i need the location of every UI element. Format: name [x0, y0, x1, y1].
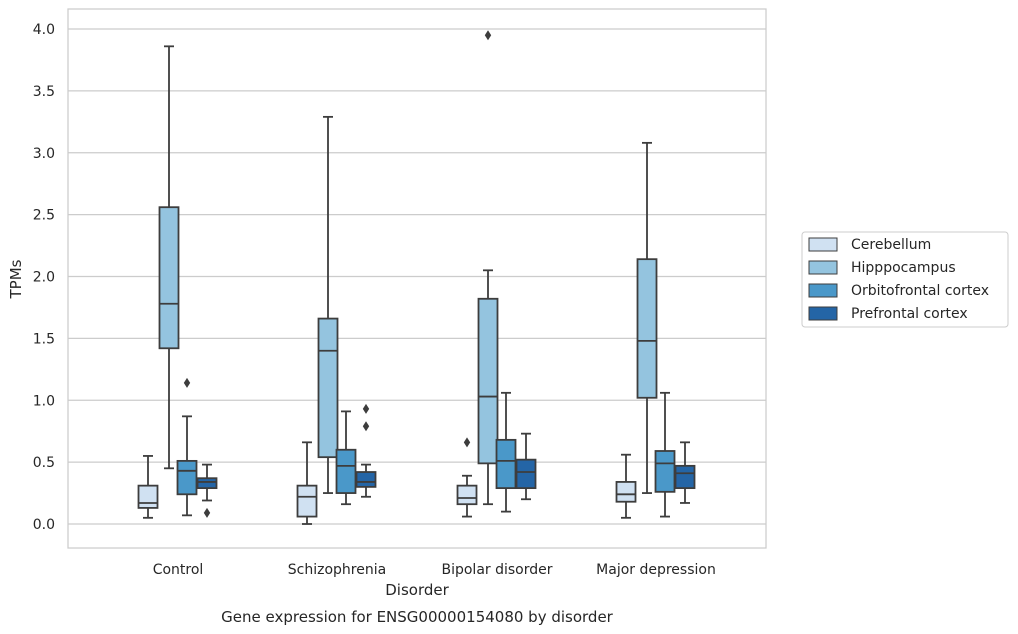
box-0-0 — [137, 455, 159, 519]
box-body — [196, 477, 218, 490]
box-3-3 — [674, 441, 696, 504]
chart-caption: Gene expression for ENSG00000154080 by d… — [221, 608, 614, 626]
box-body — [654, 450, 676, 493]
box-0-3 — [615, 453, 637, 519]
box-body — [636, 258, 658, 399]
box-3-0 — [196, 463, 218, 518]
y-tick-label: 3.5 — [33, 84, 55, 100]
legend-item: Prefrontal cortex — [808, 306, 968, 322]
box-1-2 — [477, 30, 499, 506]
legend-items: Cerebellum Hipppocampus Orbitofrontal cort… — [808, 237, 989, 322]
box-body — [456, 484, 478, 506]
y-tick-label: 4.0 — [33, 22, 55, 38]
box-3-2 — [515, 432, 537, 501]
y-tick-label: 1.0 — [33, 393, 55, 409]
legend-label: Hipppocampus — [851, 260, 956, 276]
legend-item: Cerebellum — [808, 237, 931, 253]
legend-swatch — [808, 260, 838, 275]
box-1-1 — [317, 115, 339, 494]
boxes — [137, 30, 696, 525]
legend-label: Cerebellum — [851, 237, 931, 253]
y-axis-title: TPMs — [7, 259, 25, 299]
box-0-2 — [456, 437, 478, 518]
legend-swatch — [808, 237, 838, 252]
y-tick-label: 2.0 — [33, 270, 55, 286]
box-body — [495, 438, 517, 490]
box-body — [674, 464, 696, 490]
x-tick-label: Control — [153, 562, 204, 578]
box-2-2 — [495, 391, 517, 513]
legend-item: Orbitofrontal cortex — [808, 283, 989, 299]
box-body — [176, 459, 198, 496]
box-2-1 — [335, 410, 357, 506]
outlier-point — [463, 437, 471, 448]
box-1-0 — [158, 45, 180, 470]
x-tick-label: Major depression — [596, 562, 716, 578]
plot-area-frame — [67, 8, 767, 549]
box-body — [477, 297, 499, 465]
x-tick-labels: Control Schizophrenia Bipolar disorder Majo… — [153, 562, 716, 578]
grid-lines — [68, 28, 766, 525]
box-1-3 — [636, 141, 658, 494]
box-body — [615, 481, 637, 503]
x-axis-title: Disorder — [385, 581, 449, 599]
legend-frame — [801, 231, 1009, 328]
y-tick-label: 0.0 — [33, 517, 55, 533]
legend-label: Prefrontal cortex — [851, 306, 968, 322]
box-body — [355, 471, 377, 488]
y-tick-label: 2.5 — [33, 208, 55, 224]
box-body — [158, 206, 180, 350]
box-body — [335, 448, 357, 494]
legend: Cerebellum Hipppocampus Orbitofrontal cort… — [801, 231, 1009, 328]
legend-item: Hipppocampus — [808, 260, 956, 276]
outlier-point — [203, 507, 211, 518]
box-3-1 — [355, 403, 377, 498]
box-2-3 — [654, 391, 676, 518]
y-tick-label: 3.0 — [33, 146, 55, 162]
outlier-point — [362, 403, 370, 414]
box-2-0 — [176, 377, 198, 517]
x-tick-label: Bipolar disorder — [441, 562, 552, 578]
legend-swatch — [808, 306, 838, 321]
legend-label: Orbitofrontal cortex — [851, 283, 989, 299]
x-tick-label: Schizophrenia — [288, 562, 386, 578]
box-body — [137, 484, 159, 509]
box-0-1 — [296, 441, 318, 525]
outlier-point — [183, 377, 191, 388]
box-body — [296, 484, 318, 518]
box-body — [515, 458, 537, 490]
y-tick-labels: 0.0 0.5 1.0 1.5 2.0 2.5 3.0 3.5 4.0 — [33, 22, 55, 533]
y-tick-label: 0.5 — [33, 455, 55, 471]
box-body — [317, 317, 339, 459]
legend-swatch — [808, 283, 838, 298]
outlier-point — [484, 30, 492, 41]
y-tick-label: 1.5 — [33, 331, 55, 347]
outlier-point — [362, 421, 370, 432]
